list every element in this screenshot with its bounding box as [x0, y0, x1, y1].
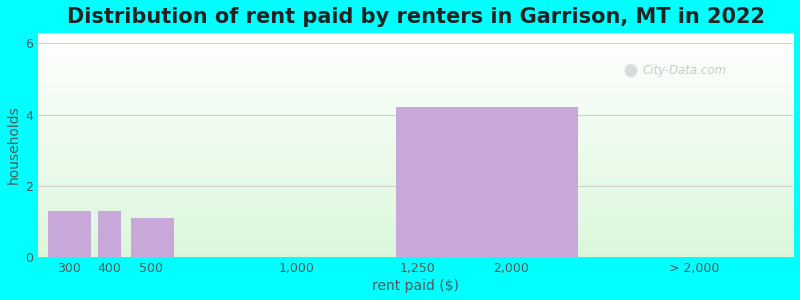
Text: ⬤: ⬤: [623, 64, 637, 77]
X-axis label: rent paid ($): rent paid ($): [372, 279, 459, 293]
Y-axis label: households: households: [7, 106, 21, 184]
Bar: [48, 211, 91, 257]
Bar: [396, 107, 578, 257]
Bar: [98, 211, 121, 257]
Title: Distribution of rent paid by renters in Garrison, MT in 2022: Distribution of rent paid by renters in …: [66, 7, 765, 27]
Text: City-Data.com: City-Data.com: [642, 64, 726, 77]
Bar: [130, 218, 174, 257]
